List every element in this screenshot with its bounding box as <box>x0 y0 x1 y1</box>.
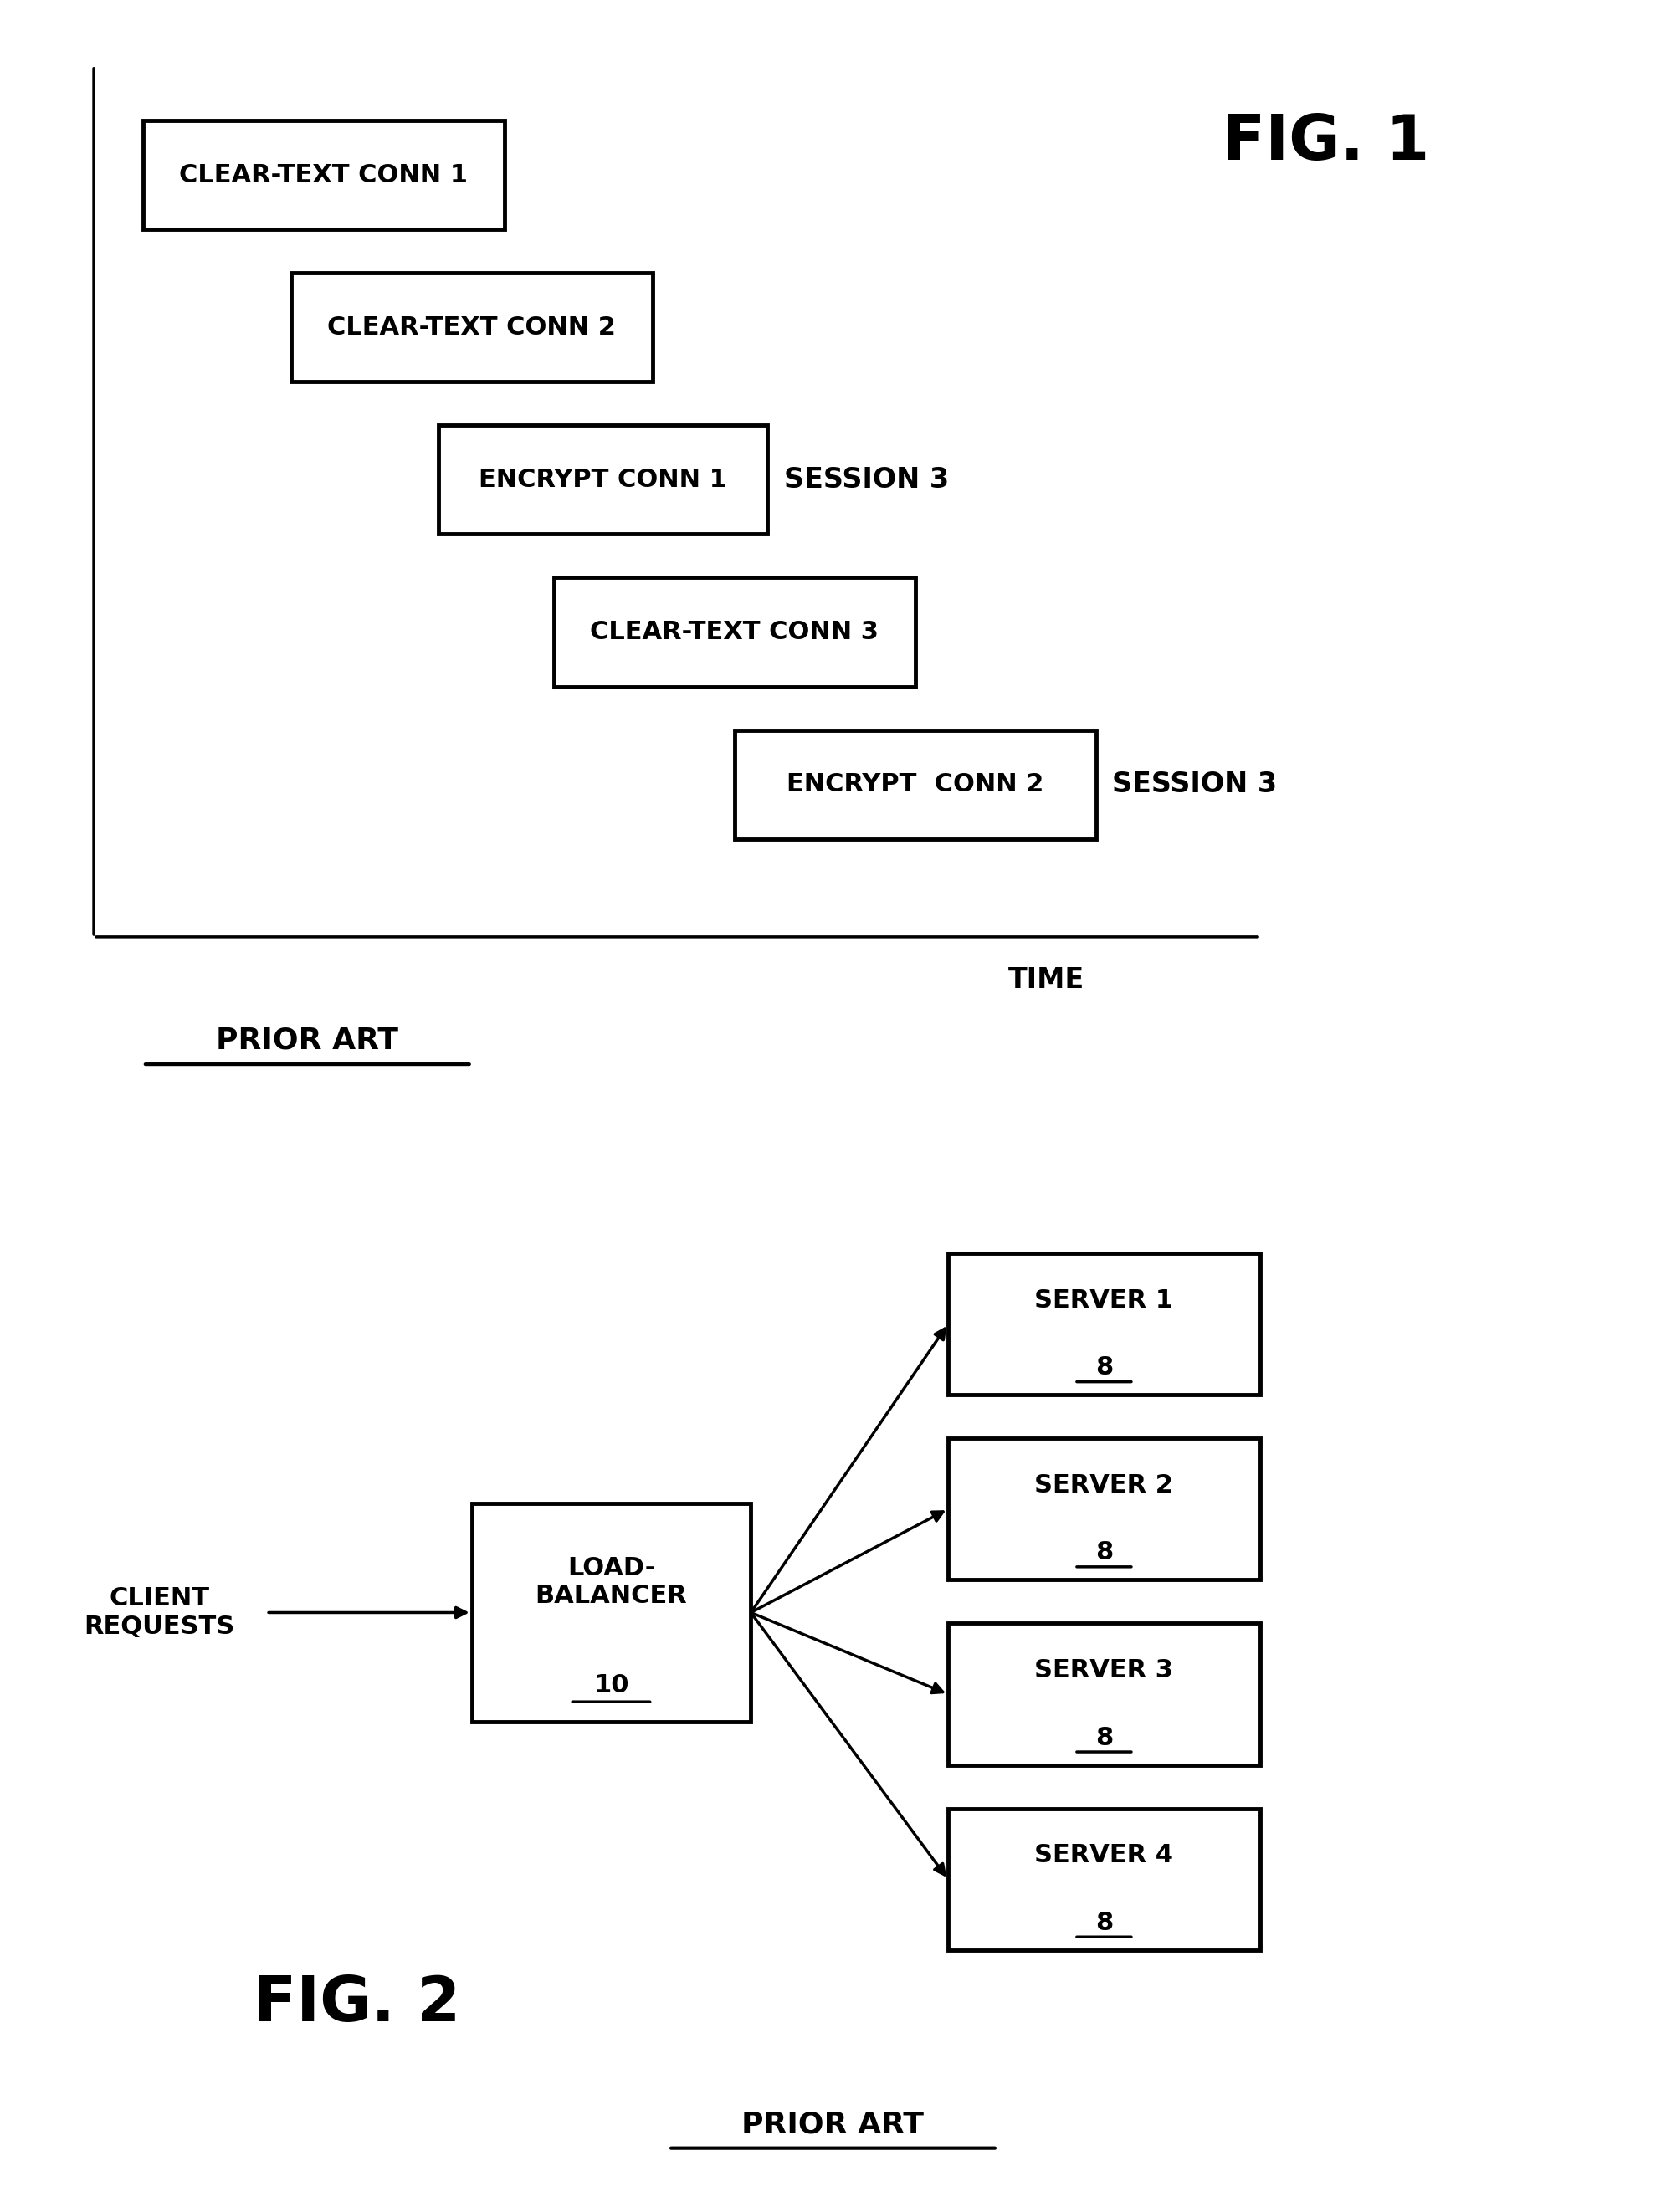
Text: SESSION 3: SESSION 3 <box>1113 770 1278 799</box>
FancyBboxPatch shape <box>471 1504 751 1721</box>
Text: CLIENT
REQUESTS: CLIENT REQUESTS <box>83 1586 235 1639</box>
Text: PRIOR ART: PRIOR ART <box>217 1026 398 1055</box>
Text: ENCRYPT  CONN 2: ENCRYPT CONN 2 <box>786 772 1043 796</box>
Text: 8: 8 <box>1095 1725 1113 1750</box>
Text: FIG. 1: FIG. 1 <box>1223 113 1429 173</box>
FancyBboxPatch shape <box>735 730 1096 838</box>
FancyBboxPatch shape <box>948 1438 1259 1579</box>
Text: PRIOR ART: PRIOR ART <box>741 2110 925 2139</box>
Text: CLEAR-TEXT CONN 3: CLEAR-TEXT CONN 3 <box>590 619 878 644</box>
FancyBboxPatch shape <box>292 272 653 383</box>
Text: CLEAR-TEXT CONN 1: CLEAR-TEXT CONN 1 <box>180 164 468 188</box>
Text: 8: 8 <box>1095 1356 1113 1380</box>
FancyBboxPatch shape <box>948 1254 1259 1396</box>
Text: SERVER 4: SERVER 4 <box>1035 1843 1173 1867</box>
Text: CLEAR-TEXT CONN 2: CLEAR-TEXT CONN 2 <box>327 314 616 338</box>
Text: FIG. 2: FIG. 2 <box>253 1973 460 2035</box>
FancyBboxPatch shape <box>948 1624 1259 1765</box>
Text: SERVER 3: SERVER 3 <box>1035 1659 1173 1683</box>
Text: ENCRYPT CONN 1: ENCRYPT CONN 1 <box>478 467 728 491</box>
Text: 8: 8 <box>1095 1540 1113 1564</box>
FancyBboxPatch shape <box>948 1809 1259 1951</box>
Text: SERVER 2: SERVER 2 <box>1035 1473 1173 1498</box>
Text: LOAD-
BALANCER: LOAD- BALANCER <box>535 1555 688 1608</box>
Text: 10: 10 <box>593 1672 630 1697</box>
Text: SERVER 1: SERVER 1 <box>1035 1287 1173 1312</box>
Text: TIME: TIME <box>1008 967 1085 993</box>
FancyBboxPatch shape <box>143 119 505 230</box>
FancyBboxPatch shape <box>553 577 915 686</box>
Text: SESSION 3: SESSION 3 <box>783 467 948 493</box>
FancyBboxPatch shape <box>438 425 768 533</box>
Text: 8: 8 <box>1095 1911 1113 1936</box>
